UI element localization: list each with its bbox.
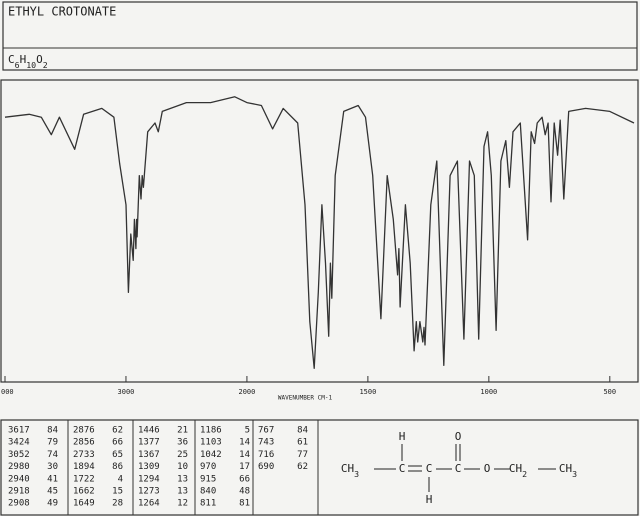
peak-transmittance: 30 xyxy=(47,462,58,472)
peak-transmittance: 77 xyxy=(297,450,308,460)
peak-wavenumber: 2908 xyxy=(8,499,30,509)
peak-transmittance: 79 xyxy=(47,438,58,448)
peak-transmittance: 66 xyxy=(239,474,250,484)
peak-transmittance: 12 xyxy=(177,499,188,509)
peak-transmittance: 14 xyxy=(239,450,250,460)
peak-transmittance: 45 xyxy=(47,487,58,497)
x-tick-label: 1000 xyxy=(480,388,497,396)
peak-wavenumber: 811 xyxy=(200,499,216,509)
peak-transmittance: 21 xyxy=(177,426,188,436)
formula: C6H10O2 xyxy=(8,53,48,70)
x-tick-label: 3000 xyxy=(118,388,135,396)
peak-wavenumber: 1894 xyxy=(73,462,95,472)
peak-transmittance: 15 xyxy=(112,487,123,497)
peak-wavenumber: 743 xyxy=(258,438,274,448)
peak-transmittance: 65 xyxy=(112,450,123,460)
peak-wavenumber: 2876 xyxy=(73,426,95,436)
structure: CH3 C C C O CH2 CH3 H O H xyxy=(341,430,577,506)
peak-transmittance: 13 xyxy=(177,487,188,497)
peak-wavenumber: 1309 xyxy=(138,462,160,472)
peak-wavenumber: 716 xyxy=(258,450,274,460)
x-tick-label: 1500 xyxy=(359,388,376,396)
peak-wavenumber: 915 xyxy=(200,474,216,484)
peak-transmittance: 74 xyxy=(47,450,58,460)
peak-transmittance: 36 xyxy=(177,438,188,448)
peak-transmittance: 84 xyxy=(47,426,58,436)
spectrum-line xyxy=(4,96,635,369)
peak-wavenumber: 1649 xyxy=(73,499,95,509)
peak-wavenumber: 1722 xyxy=(73,474,95,484)
table-box xyxy=(0,419,639,516)
x-tick-label: 2000 xyxy=(238,388,255,396)
peak-transmittance: 48 xyxy=(239,487,250,497)
peak-transmittance: 66 xyxy=(112,438,123,448)
peak-transmittance: 28 xyxy=(112,499,123,509)
peak-wavenumber: 3424 xyxy=(8,438,30,448)
peak-transmittance: 17 xyxy=(239,462,250,472)
plot-frame xyxy=(0,79,639,383)
atom: H xyxy=(426,493,433,506)
peak-wavenumber: 3617 xyxy=(8,426,30,436)
peak-wavenumber: 2940 xyxy=(8,474,30,484)
peak-wavenumber: 690 xyxy=(258,462,274,472)
peak-wavenumber: 1042 xyxy=(200,450,222,460)
peak-wavenumber: 970 xyxy=(200,462,216,472)
peak-wavenumber: 1446 xyxy=(138,426,160,436)
atom: O xyxy=(484,462,491,475)
peak-transmittance: 5 xyxy=(245,426,250,436)
atom: O xyxy=(455,430,462,443)
header-box xyxy=(2,1,638,71)
peak-transmittance: 25 xyxy=(177,450,188,460)
peak-wavenumber: 1377 xyxy=(138,438,160,448)
peak-transmittance: 86 xyxy=(112,462,123,472)
peak-transmittance: 14 xyxy=(239,438,250,448)
peak-wavenumber: 1662 xyxy=(73,487,95,497)
atom: CH3 xyxy=(341,462,359,479)
atom: C xyxy=(399,462,406,475)
peak-wavenumber: 2856 xyxy=(73,438,95,448)
peak-wavenumber: 1367 xyxy=(138,450,160,460)
peak-wavenumber: 2733 xyxy=(73,450,95,460)
peak-wavenumber: 1186 xyxy=(200,426,222,436)
compound-name: ETHYL CROTONATE xyxy=(8,5,116,19)
peak-wavenumber: 1103 xyxy=(200,438,222,448)
peak-transmittance: 49 xyxy=(47,499,58,509)
peak-wavenumber: 1273 xyxy=(138,487,160,497)
peak-wavenumber: 840 xyxy=(200,487,216,497)
peak-transmittance: 84 xyxy=(297,426,308,436)
atom: C xyxy=(426,462,433,475)
peak-transmittance: 10 xyxy=(177,462,188,472)
atom: H xyxy=(399,430,406,443)
peak-wavenumber: 3052 xyxy=(8,450,30,460)
peak-transmittance: 81 xyxy=(239,499,250,509)
peak-transmittance: 41 xyxy=(47,474,58,484)
peak-transmittance: 13 xyxy=(177,474,188,484)
atom: C xyxy=(455,462,462,475)
peak-wavenumber: 2918 xyxy=(8,487,30,497)
peak-wavenumber: 767 xyxy=(258,426,274,436)
x-axis-label: WAVENUMBER CM-1 xyxy=(278,395,333,402)
peak-transmittance: 61 xyxy=(297,438,308,448)
x-tick-label: 000 xyxy=(1,388,14,396)
peak-wavenumber: 2980 xyxy=(8,462,30,472)
peak-transmittance: 4 xyxy=(118,474,123,484)
x-tick-label: 500 xyxy=(603,388,616,396)
peak-transmittance: 62 xyxy=(297,462,308,472)
atom: CH2 xyxy=(509,462,527,479)
peak-transmittance: 62 xyxy=(112,426,123,436)
peak-wavenumber: 1294 xyxy=(138,474,160,484)
atom: CH3 xyxy=(559,462,577,479)
peak-wavenumber: 1264 xyxy=(138,499,160,509)
